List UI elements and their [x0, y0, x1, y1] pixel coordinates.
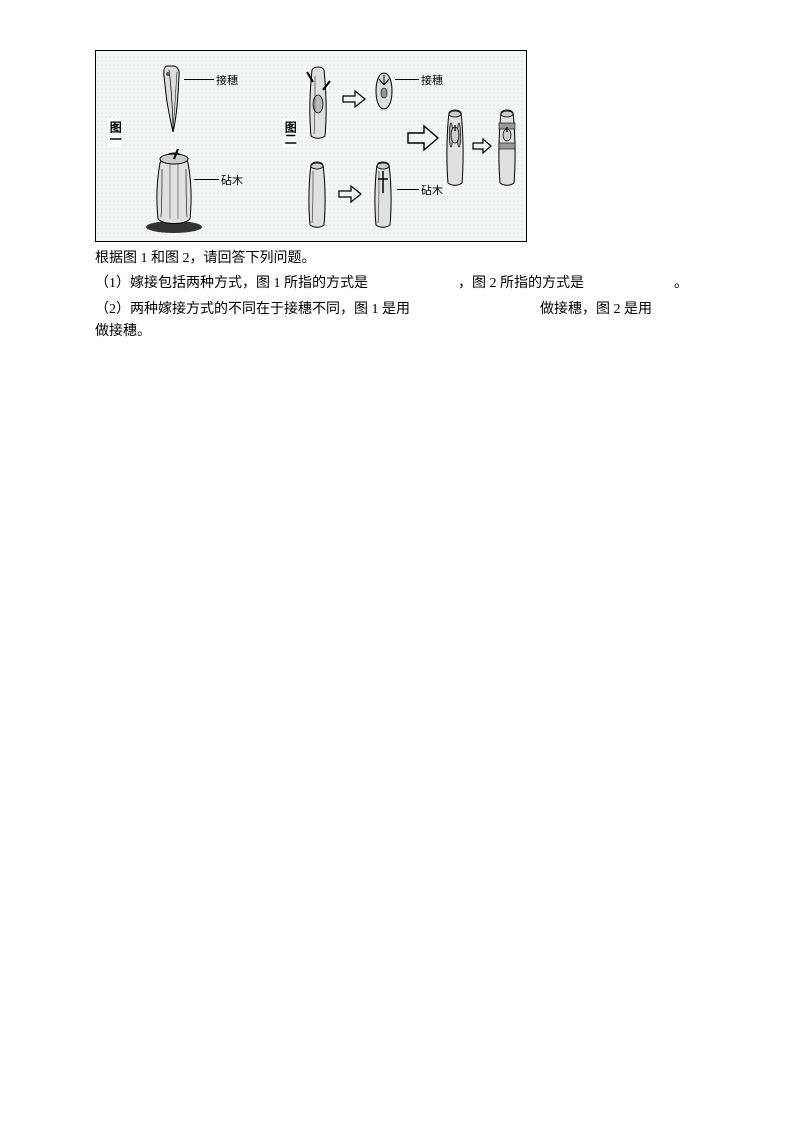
rootstock-cut — [369, 159, 397, 229]
scion-drawing-1 — [159, 64, 187, 134]
figure-panel-2: 图二 接穗 — [281, 59, 518, 233]
assembled-graft — [441, 107, 469, 187]
scion-label-1: 接穗 — [216, 73, 238, 91]
q2-part-b: 做接穗，图 2 是用 — [540, 302, 652, 317]
q2-part-a: （2）两种嫁接方式的不同在于接穗不同，图 1 是用 — [95, 302, 410, 317]
arrow-icon — [337, 184, 363, 204]
arrow-icon — [471, 137, 493, 155]
panel-1-label: 图一 — [108, 119, 121, 147]
leader-line-stock-1 — [194, 179, 219, 180]
leader-line-stock-2 — [397, 189, 419, 190]
q1-part-b: ，图 2 所指的方式是 — [458, 276, 584, 291]
question-text: 根据图 1 和图 2，请回答下列问题。 （1）嫁接包括两种方式，图 1 所指的方… — [95, 248, 715, 344]
scion-bud-drawing — [373, 71, 395, 111]
stock-label-1: 砧木 — [221, 173, 243, 191]
scion-label-2: 接穗 — [421, 73, 443, 91]
rootstock-before — [303, 159, 331, 229]
question-1: （1）嫁接包括两种方式，图 1 所指的方式是 ，图 2 所指的方式是 。 — [95, 273, 715, 295]
question-intro: 根据图 1 和图 2，请回答下列问题。 — [95, 248, 715, 270]
wrapped-graft — [493, 107, 521, 187]
leader-line-scion-2 — [395, 79, 419, 80]
figure-box: 图一 接穗 砧木 — [95, 50, 527, 242]
leader-line-scion-1 — [184, 79, 214, 80]
q2-part-c: 做接穗。 — [95, 324, 151, 339]
panel-2-label: 图二 — [283, 119, 296, 147]
q1-part-c: 。 — [674, 276, 688, 291]
document-page: 图一 接穗 砧木 — [0, 0, 800, 344]
stock-drawing-1 — [144, 149, 204, 234]
source-branch-drawing — [303, 64, 333, 139]
question-2: （2）两种嫁接方式的不同在于接穗不同，图 1 是用 做接穗，图 2 是用做接穗。 — [95, 299, 715, 344]
stock-label-2: 砧木 — [421, 183, 443, 201]
q1-part-a: （1）嫁接包括两种方式，图 1 所指的方式是 — [95, 276, 368, 291]
arrow-icon-large — [406, 124, 440, 152]
figure-panel-1: 图一 接穗 砧木 — [104, 59, 274, 233]
arrow-icon — [341, 89, 367, 109]
